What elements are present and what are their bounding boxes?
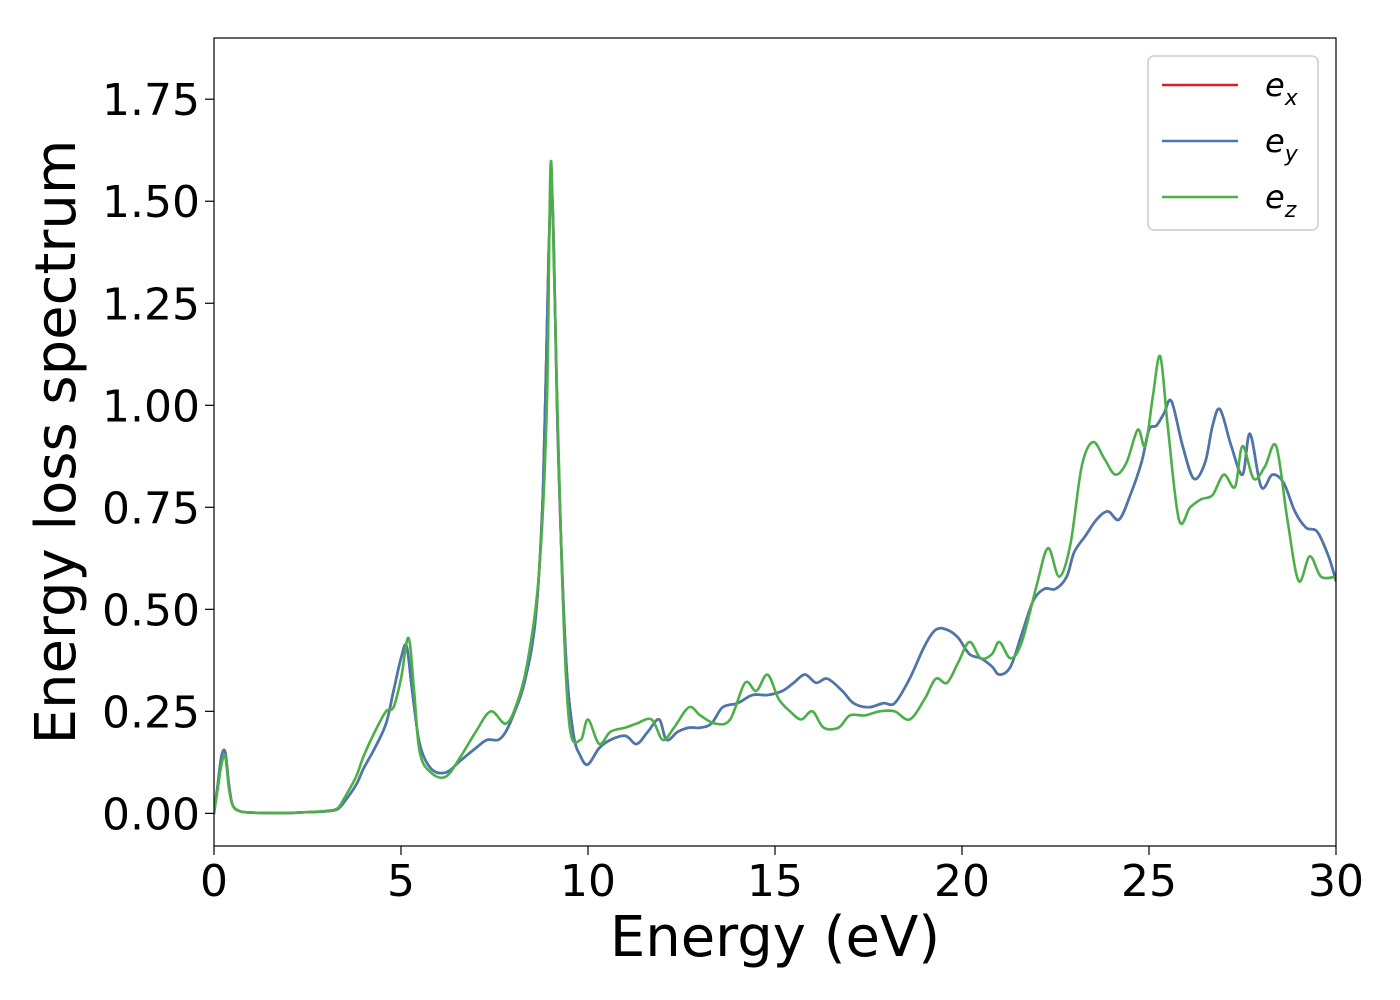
series-line-z [214, 159, 1336, 815]
x-tick-label: 15 [747, 856, 803, 907]
y-tick-label: 0.00 [102, 789, 200, 840]
x-tick-label: 5 [387, 856, 415, 907]
y-tick-label: 1.00 [102, 381, 200, 432]
y-axis-label: Energy loss spectrum [24, 140, 89, 745]
x-tick-label: 20 [934, 856, 990, 907]
legend-box [1147, 55, 1319, 231]
y-tick-label: 0.75 [102, 483, 200, 534]
x-tick-label: 0 [200, 856, 228, 907]
x-tick-label: 30 [1308, 856, 1364, 907]
y-tick-label: 0.50 [102, 585, 200, 636]
series-layer [214, 159, 1336, 815]
y-tick-label: 1.50 [102, 177, 200, 228]
legend-label-z: ez [1265, 178, 1297, 223]
legend-label-x: ex [1265, 66, 1299, 111]
x-axis-label: Energy (eV) [610, 905, 940, 970]
legend: ex ey ez [1147, 55, 1319, 231]
y-axis: 0.00 0.25 0.50 0.75 1.00 1.25 1.50 1.75 [102, 75, 214, 840]
legend-label-y: ey [1265, 122, 1299, 167]
y-tick-label: 0.25 [102, 687, 200, 738]
x-axis: 0 5 10 15 20 25 30 [200, 846, 1364, 907]
series-line-y [214, 187, 1336, 815]
x-tick-label: 10 [560, 856, 616, 907]
y-tick-label: 1.75 [102, 75, 200, 126]
x-tick-label: 25 [1121, 856, 1177, 907]
y-tick-label: 1.25 [102, 279, 200, 330]
